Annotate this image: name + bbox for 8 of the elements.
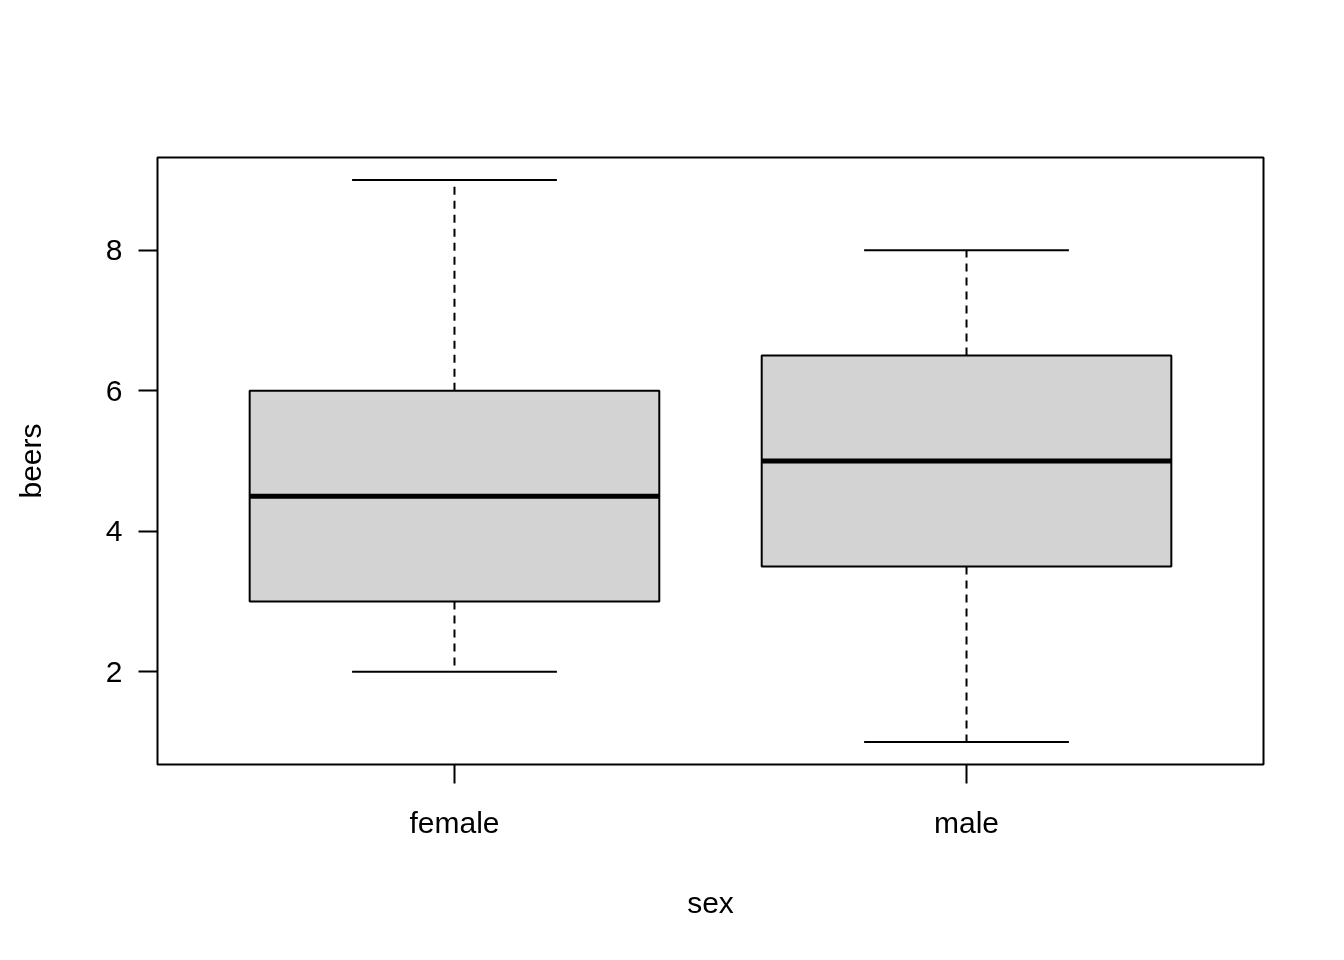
x-axis-title: sex [687, 885, 734, 919]
y-tick-label: 4 [105, 514, 123, 548]
y-tick-label: 8 [105, 233, 123, 267]
y-axis-title: beers [13, 423, 47, 499]
x-tick-label: male [934, 805, 1000, 839]
y-tick-label: 6 [105, 373, 123, 407]
y-tick-label: 2 [105, 654, 123, 688]
x-tick-label: female [409, 805, 500, 839]
